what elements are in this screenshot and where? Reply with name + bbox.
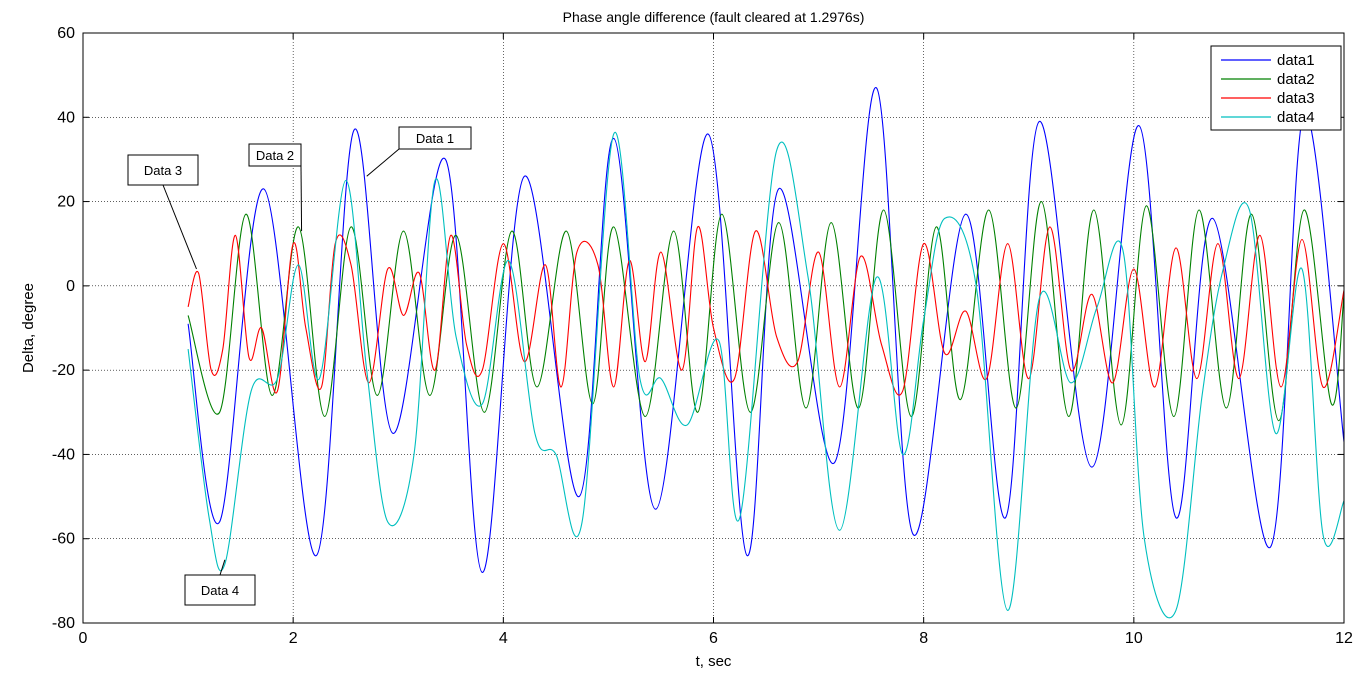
- series-line-data3: [187, 226, 1344, 396]
- y-tick-label: -40: [52, 446, 75, 463]
- x-tick-label: 12: [1335, 630, 1353, 647]
- legend-entry-data1: data1: [1221, 52, 1315, 69]
- legend: data1 data2 data3 data4: [1210, 45, 1342, 131]
- legend-label: data2: [1277, 71, 1315, 88]
- x-axis-label: t, sec: [696, 653, 732, 670]
- annotation-arrow: [162, 184, 197, 270]
- annotation-data-3: Data 3: [127, 154, 199, 270]
- annotation-arrow: [219, 559, 226, 576]
- annotation-arrow: [300, 165, 303, 232]
- x-tick-label: 6: [709, 630, 718, 647]
- annotation-box: [184, 574, 256, 606]
- legend-entry-data4: data4: [1221, 109, 1315, 126]
- y-tick-label: 60: [57, 25, 75, 42]
- annotation-box: [398, 126, 472, 150]
- x-tick-label: 0: [79, 630, 88, 647]
- y-axis-label: Delta, degree: [20, 283, 37, 373]
- series-line-data2: [187, 201, 1344, 426]
- series-line-data4: [187, 131, 1344, 619]
- x-tick-label: 10: [1125, 630, 1143, 647]
- annotation-text: Data 1: [416, 131, 454, 146]
- series-layer: [187, 87, 1344, 619]
- annotation-text: Data 3: [144, 163, 182, 178]
- annotation-arrow: [366, 148, 400, 177]
- y-tick-label: -20: [52, 362, 75, 379]
- legend-label: data3: [1277, 90, 1315, 107]
- annotation-text: Data 2: [256, 148, 294, 163]
- annotations: Data 1 Data 2 Data 3 Data 4: [127, 126, 472, 606]
- annotation-box: [248, 143, 302, 167]
- x-tick-label: 8: [919, 630, 928, 647]
- legend-label: data4: [1277, 109, 1315, 126]
- legend-entry-data3: data3: [1221, 90, 1315, 107]
- y-tick-label: 0: [66, 278, 75, 295]
- y-tick-label: -80: [52, 615, 75, 632]
- annotation-text: Data 4: [201, 583, 239, 598]
- annotation-box: [127, 154, 199, 186]
- annotation-data-1: Data 1: [366, 126, 472, 177]
- chart-title: Phase angle difference (fault cleared at…: [563, 9, 865, 25]
- y-tick-label: 40: [57, 109, 75, 126]
- annotation-data-2: Data 2: [248, 143, 303, 232]
- x-tick-label: 2: [289, 630, 298, 647]
- annotation-data-4: Data 4: [184, 559, 256, 606]
- axis-ticks: 0 2 4 6 8 10 12 -80 -60 -40 -20 0 20 40 60: [52, 25, 1353, 647]
- y-tick-label: -60: [52, 531, 75, 548]
- legend-label: data1: [1277, 52, 1315, 69]
- legend-entry-data2: data2: [1221, 71, 1315, 88]
- y-tick-label: 20: [57, 194, 75, 211]
- x-tick-label: 4: [499, 630, 508, 647]
